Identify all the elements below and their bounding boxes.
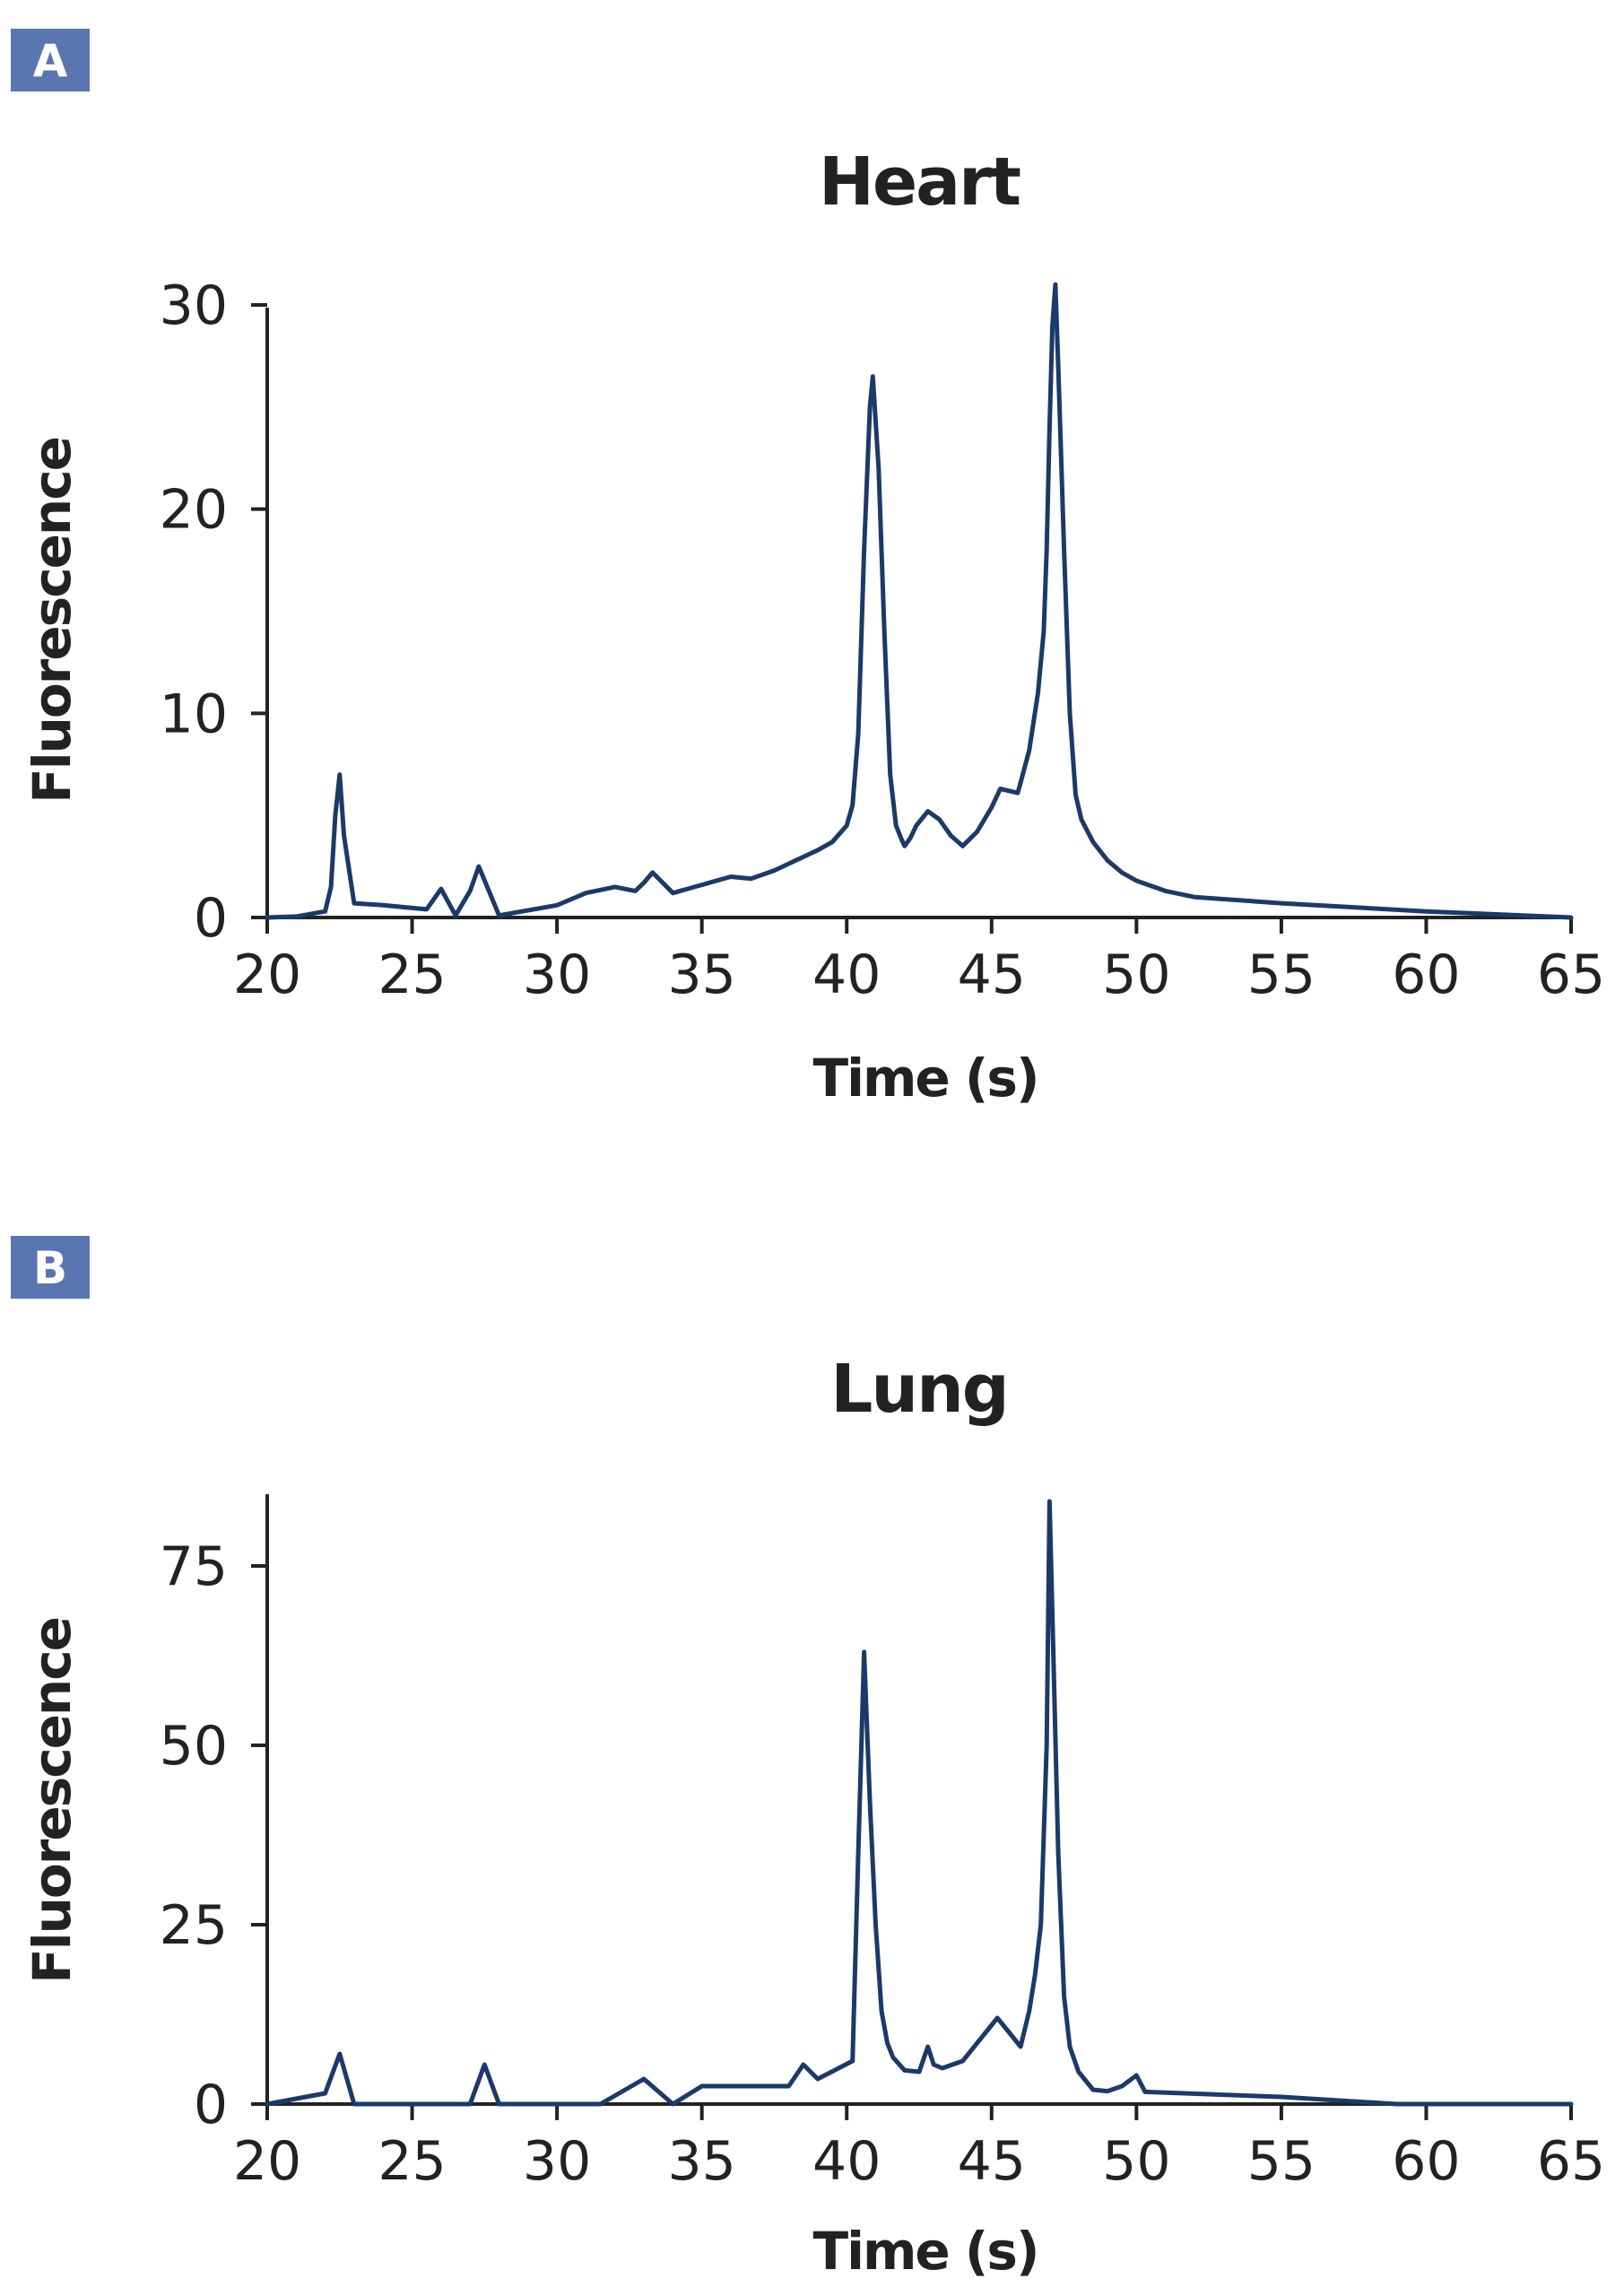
panel-a-x-tick-label: 30: [523, 944, 591, 1006]
panel-b-x-tick-label: 55: [1247, 2130, 1316, 2193]
panel-a-y-tick-label: 10: [160, 683, 228, 745]
panel-b-series-line: [265, 1499, 1574, 2107]
panel-b-badge: [11, 1236, 90, 1299]
panel-a-x-tick-label: 60: [1392, 944, 1460, 1006]
panel-a-plot: 0 10 20 30 20 25 30 35 40 45 50 55 60 65: [160, 274, 1606, 1006]
panel-b: B Lung Time (s) Fluorescence 0 25 50 75 20 25…: [11, 1236, 1605, 2282]
panel-a-x-tick-label: 55: [1247, 944, 1316, 1006]
panel-a-x-tick-label: 40: [812, 944, 881, 1006]
panel-b-y-tick-label: 75: [160, 1535, 228, 1598]
panel-b-x-tick-label: 50: [1102, 2130, 1170, 2193]
panel-a-x-tick-label: 25: [378, 944, 446, 1006]
panel-b-x-tick-label: 45: [958, 2130, 1026, 2193]
panel-b-plot: 0 25 50 75 20 25 30 35 40 45 50 55 60 65: [160, 1494, 1605, 2193]
panel-b-x-tick-label: 40: [812, 2130, 881, 2193]
panel-a-x-tick-label: 50: [1102, 944, 1170, 1006]
panel-b-xlabel: Time (s): [813, 2221, 1038, 2282]
panel-b-y-tick-label: 25: [160, 1894, 228, 1957]
panel-b-y-tick-label: 50: [160, 1715, 228, 1778]
panel-a: A Heart Time (s) Fluorescence 0 10 20 30 20 2…: [11, 29, 1605, 1109]
panel-b-x-tick-label: 60: [1392, 2130, 1460, 2193]
panel-b-x-tick-label: 20: [233, 2130, 301, 2193]
panel-a-x-tick-label: 20: [233, 944, 301, 1006]
panel-a-title: Heart: [819, 144, 1020, 221]
panel-a-series-line: [265, 282, 1574, 920]
panel-a-letter: A: [33, 35, 68, 87]
panel-b-y-tick-label: 0: [194, 2074, 228, 2136]
panel-b-title: Lung: [830, 1351, 1008, 1428]
panel-b-ylabel: Fluorescence: [22, 1618, 83, 1984]
panel-b-x-tick-label: 25: [378, 2130, 446, 2193]
panel-a-xlabel: Time (s): [813, 1048, 1038, 1109]
panel-b-x-tick-label: 65: [1537, 2130, 1605, 2193]
panel-a-ylabel: Fluorescence: [22, 438, 83, 804]
panel-a-y-tick-label: 20: [160, 479, 228, 542]
panel-b-x-tick-label: 30: [523, 2130, 591, 2193]
panel-a-y-tick-label: 0: [194, 887, 228, 950]
panel-b-letter: B: [33, 1242, 67, 1294]
panel-b-x-tick-label: 35: [667, 2130, 735, 2193]
panel-a-y-tick-label: 30: [160, 274, 228, 337]
panel-a-x-tick-label: 65: [1537, 944, 1605, 1006]
panel-a-x-tick-label: 35: [667, 944, 735, 1006]
panel-a-x-tick-label: 45: [958, 944, 1026, 1006]
panel-a-badge: [11, 29, 90, 91]
